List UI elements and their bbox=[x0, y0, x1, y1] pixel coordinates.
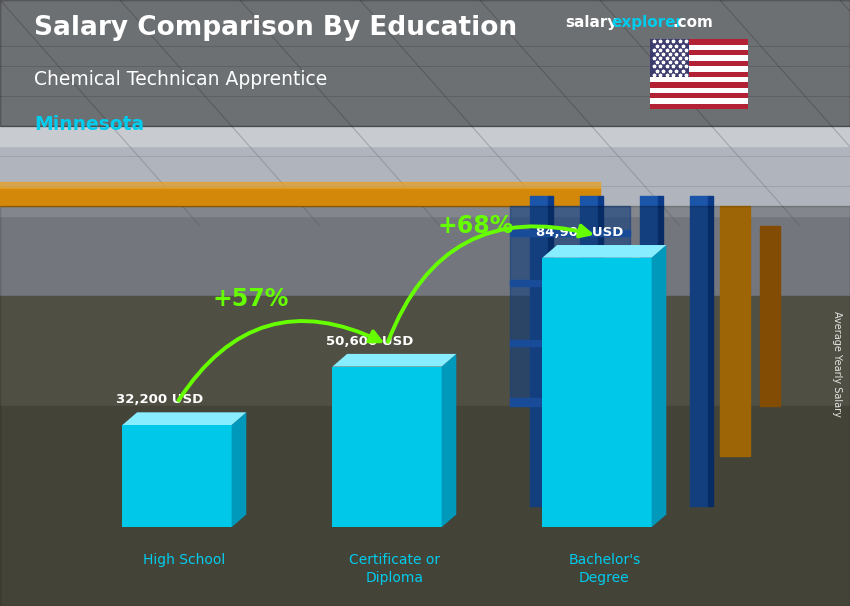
Bar bbox=[650, 88, 748, 93]
Text: High School: High School bbox=[143, 553, 225, 567]
Bar bbox=[510, 230, 630, 236]
Bar bbox=[0, 406, 850, 606]
Text: Minnesota: Minnesota bbox=[34, 115, 144, 134]
Bar bbox=[650, 66, 748, 72]
Polygon shape bbox=[231, 412, 246, 527]
Bar bbox=[598, 196, 603, 506]
Polygon shape bbox=[332, 354, 456, 367]
Bar bbox=[650, 45, 748, 50]
Bar bbox=[0, 0, 850, 216]
Text: Bachelor's
Degree: Bachelor's Degree bbox=[568, 553, 640, 585]
Bar bbox=[0, 182, 600, 188]
Bar bbox=[650, 50, 748, 56]
Bar bbox=[0, 0, 850, 146]
Bar bbox=[510, 206, 630, 406]
Bar bbox=[530, 196, 548, 506]
Bar bbox=[650, 93, 748, 98]
Bar bbox=[690, 196, 708, 506]
Bar bbox=[708, 196, 713, 506]
Text: 84,900 USD: 84,900 USD bbox=[536, 225, 623, 239]
Polygon shape bbox=[652, 245, 666, 527]
Bar bbox=[0, 0, 850, 126]
Bar bbox=[650, 56, 748, 61]
Bar bbox=[658, 196, 663, 506]
Bar bbox=[720, 206, 750, 456]
Bar bbox=[510, 280, 630, 286]
Polygon shape bbox=[122, 412, 246, 425]
Bar bbox=[0, 0, 850, 296]
Text: Salary Comparison By Education: Salary Comparison By Education bbox=[34, 15, 517, 41]
Text: explorer: explorer bbox=[611, 15, 683, 30]
Text: +68%: +68% bbox=[437, 214, 513, 238]
Bar bbox=[650, 39, 689, 77]
Bar bbox=[650, 98, 748, 104]
Bar bbox=[650, 77, 748, 82]
Polygon shape bbox=[542, 245, 666, 258]
Text: 50,600 USD: 50,600 USD bbox=[326, 335, 413, 348]
Text: Average Yearly Salary: Average Yearly Salary bbox=[832, 311, 842, 416]
Bar bbox=[548, 196, 553, 506]
Bar bbox=[650, 39, 748, 45]
Bar bbox=[510, 340, 630, 346]
Bar bbox=[650, 61, 748, 66]
Text: 32,200 USD: 32,200 USD bbox=[116, 393, 203, 406]
Bar bbox=[122, 425, 231, 527]
Bar bbox=[0, 188, 600, 206]
Text: Chemical Technican Apprentice: Chemical Technican Apprentice bbox=[34, 70, 327, 88]
Bar bbox=[542, 258, 652, 527]
Bar bbox=[650, 72, 748, 77]
Bar bbox=[650, 104, 748, 109]
Bar bbox=[760, 226, 780, 406]
Bar bbox=[510, 398, 630, 406]
Bar bbox=[580, 196, 598, 506]
Text: .com: .com bbox=[672, 15, 713, 30]
Bar bbox=[332, 367, 442, 527]
Text: salary: salary bbox=[565, 15, 618, 30]
Text: Certificate or
Diploma: Certificate or Diploma bbox=[348, 553, 440, 585]
Bar bbox=[650, 82, 748, 88]
Bar bbox=[0, 296, 850, 606]
Bar bbox=[640, 196, 658, 506]
Text: +57%: +57% bbox=[212, 287, 289, 311]
Bar bbox=[0, 206, 850, 606]
Polygon shape bbox=[442, 354, 456, 527]
